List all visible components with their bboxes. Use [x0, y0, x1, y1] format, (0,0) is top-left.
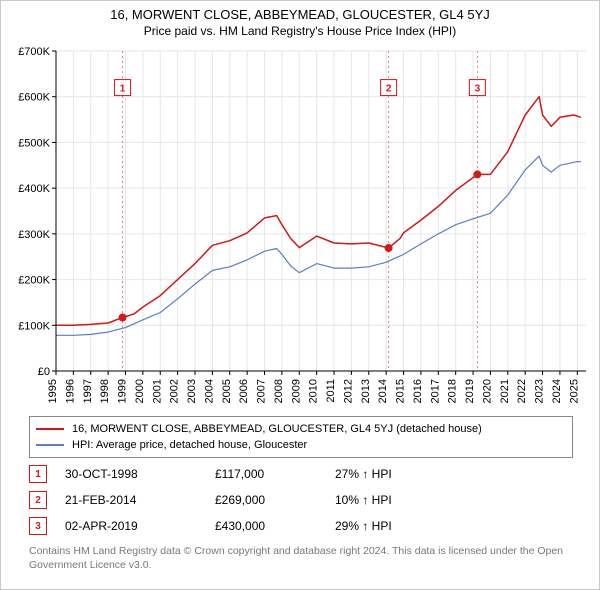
sale-marker-box: 3 [29, 517, 47, 535]
footnote-text: Contains HM Land Registry data © Crown c… [29, 545, 573, 572]
sale-delta: 27% ↑ HPI [335, 467, 392, 481]
sale-price: £117,000 [215, 467, 335, 481]
svg-text:2005: 2005 [221, 379, 233, 403]
legend-swatch [36, 428, 64, 430]
legend-item: HPI: Average price, detached house, Glou… [36, 437, 566, 453]
svg-text:2011: 2011 [325, 379, 337, 403]
svg-text:1: 1 [120, 84, 126, 95]
legend-label: 16, MORWENT CLOSE, ABBEYMEAD, GLOUCESTER… [72, 423, 482, 435]
svg-text:2007: 2007 [256, 379, 268, 403]
sale-row: 1 30-OCT-1998£117,00027% ↑ HPI [29, 461, 573, 487]
svg-text:2: 2 [386, 84, 392, 95]
svg-text:1999: 1999 [117, 379, 129, 403]
svg-text:2000: 2000 [134, 379, 146, 403]
sale-price: £269,000 [215, 493, 335, 507]
svg-text:£0: £0 [38, 366, 50, 378]
svg-text:£500K: £500K [18, 137, 50, 149]
svg-text:2009: 2009 [290, 379, 302, 403]
svg-text:1997: 1997 [82, 379, 94, 403]
legend-box: 16, MORWENT CLOSE, ABBEYMEAD, GLOUCESTER… [29, 416, 573, 458]
svg-text:2002: 2002 [169, 379, 181, 403]
svg-text:2019: 2019 [464, 379, 476, 403]
sale-date: 30-OCT-1998 [65, 467, 215, 481]
svg-text:2022: 2022 [516, 379, 528, 403]
svg-text:£600K: £600K [18, 92, 50, 104]
svg-text:2010: 2010 [308, 379, 320, 403]
svg-text:1995: 1995 [47, 379, 59, 403]
svg-text:2018: 2018 [447, 379, 459, 403]
chart-frame: 16, MORWENT CLOSE, ABBEYMEAD, GLOUCESTER… [0, 0, 600, 590]
legend-label: HPI: Average price, detached house, Glou… [72, 439, 307, 451]
sale-marker-box: 2 [29, 491, 47, 509]
svg-text:£300K: £300K [18, 229, 50, 241]
sale-date: 21-FEB-2014 [65, 493, 215, 507]
svg-text:2016: 2016 [412, 379, 424, 403]
svg-text:2025: 2025 [568, 379, 580, 403]
sale-row: 2 21-FEB-2014£269,00010% ↑ HPI [29, 487, 573, 513]
sale-delta: 29% ↑ HPI [335, 519, 392, 533]
chart-title: 16, MORWENT CLOSE, ABBEYMEAD, GLOUCESTER… [1, 7, 599, 22]
svg-text:2004: 2004 [203, 379, 215, 403]
sale-delta: 10% ↑ HPI [335, 493, 392, 507]
svg-text:2001: 2001 [151, 379, 163, 403]
svg-text:2023: 2023 [534, 379, 546, 403]
svg-text:2003: 2003 [186, 379, 198, 403]
svg-text:3: 3 [475, 84, 481, 95]
svg-text:2015: 2015 [395, 379, 407, 403]
svg-text:1998: 1998 [99, 379, 111, 403]
svg-text:2008: 2008 [273, 379, 285, 403]
svg-text:2024: 2024 [551, 379, 563, 403]
svg-text:2017: 2017 [429, 379, 441, 403]
sale-row: 3 02-APR-2019£430,00029% ↑ HPI [29, 513, 573, 539]
svg-text:2006: 2006 [238, 379, 250, 403]
sale-marker-box: 1 [29, 465, 47, 483]
svg-text:£200K: £200K [18, 275, 50, 287]
svg-text:2021: 2021 [499, 379, 511, 403]
legend-item: 16, MORWENT CLOSE, ABBEYMEAD, GLOUCESTER… [36, 421, 566, 437]
chart-subtitle: Price paid vs. HM Land Registry's House … [1, 24, 599, 38]
svg-text:2012: 2012 [342, 379, 354, 403]
sales-table: 1 30-OCT-1998£117,00027% ↑ HPI 2 21-FEB-201… [29, 461, 573, 539]
svg-text:2014: 2014 [377, 379, 389, 403]
svg-text:£400K: £400K [18, 183, 50, 195]
line-chart-svg: £0 £100K £200K £300K £400K £500K £600K £700K 199… [1, 46, 600, 406]
sale-date: 02-APR-2019 [65, 519, 215, 533]
svg-text:1996: 1996 [64, 379, 76, 403]
svg-text:£100K: £100K [18, 320, 50, 332]
sale-price: £430,000 [215, 519, 335, 533]
legend-swatch [36, 444, 64, 446]
svg-text:2013: 2013 [360, 379, 372, 403]
svg-text:2020: 2020 [481, 379, 493, 403]
chart-area: £0 £100K £200K £300K £400K £500K £600K £700K 199… [1, 46, 600, 406]
svg-text:£700K: £700K [18, 46, 50, 58]
